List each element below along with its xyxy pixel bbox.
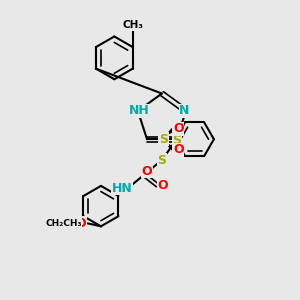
Text: O: O [158, 179, 168, 192]
Text: S: S [159, 133, 168, 146]
Text: S: S [158, 154, 166, 166]
Text: NH: NH [129, 104, 150, 118]
Text: O: O [173, 122, 184, 135]
Text: CH₂CH₃: CH₂CH₃ [46, 219, 82, 228]
Text: O: O [76, 217, 86, 230]
Text: CH₃: CH₃ [122, 20, 143, 31]
Text: HN: HN [112, 182, 133, 195]
Text: N: N [179, 104, 190, 118]
Text: O: O [142, 165, 152, 178]
Text: S: S [172, 134, 181, 147]
Text: O: O [173, 143, 184, 156]
